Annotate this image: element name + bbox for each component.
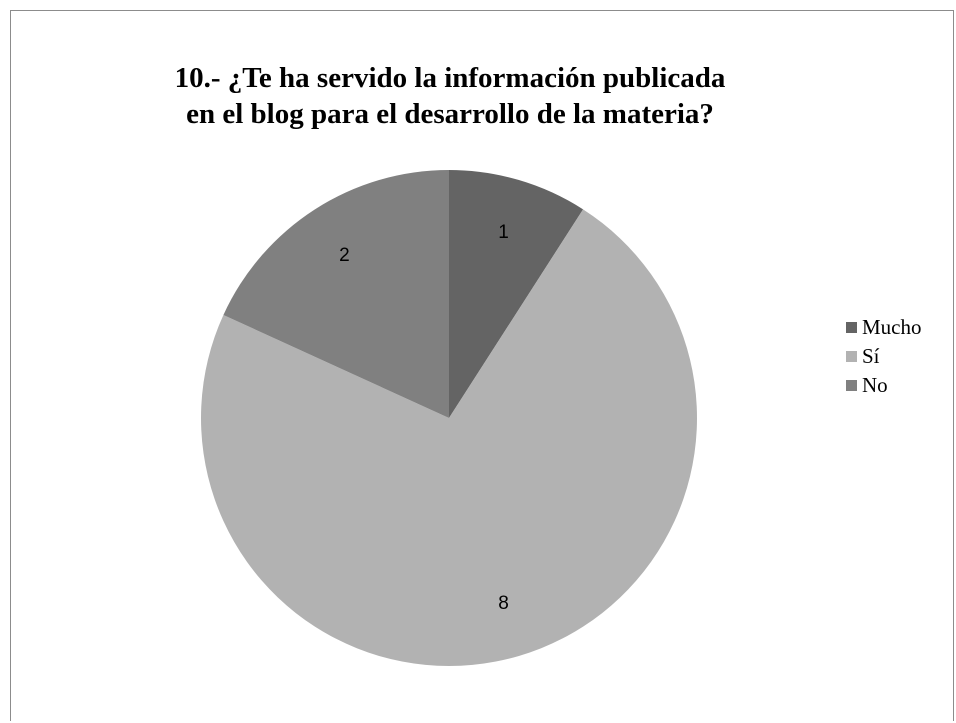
pie-slice-no: [223, 170, 449, 418]
legend-item-s-: Sí: [846, 342, 922, 371]
legend-swatch: [846, 322, 857, 333]
chart-frame: [10, 10, 954, 721]
chart-title: 10.- ¿Te ha servido la información publi…: [0, 60, 900, 132]
data-label-s-: 8: [498, 593, 509, 614]
legend-label: Sí: [862, 344, 880, 368]
legend-item-mucho: Mucho: [846, 313, 922, 342]
data-label-mucho: 1: [498, 222, 509, 243]
legend-label: Mucho: [862, 315, 922, 339]
legend-item-no: No: [846, 371, 922, 400]
pie-slice-s-: [201, 209, 698, 667]
data-label-no: 2: [339, 245, 350, 266]
chart-title-line-1: 10.- ¿Te ha servido la información publi…: [174, 62, 726, 94]
legend-swatch: [846, 351, 857, 362]
legend-label: No: [862, 373, 888, 397]
chart-title-line-2: en el blog para el desarrollo de la mate…: [186, 98, 714, 130]
legend-swatch: [846, 380, 857, 391]
legend: Mucho Sí No: [846, 313, 922, 400]
pie-slice-mucho: [449, 170, 584, 418]
